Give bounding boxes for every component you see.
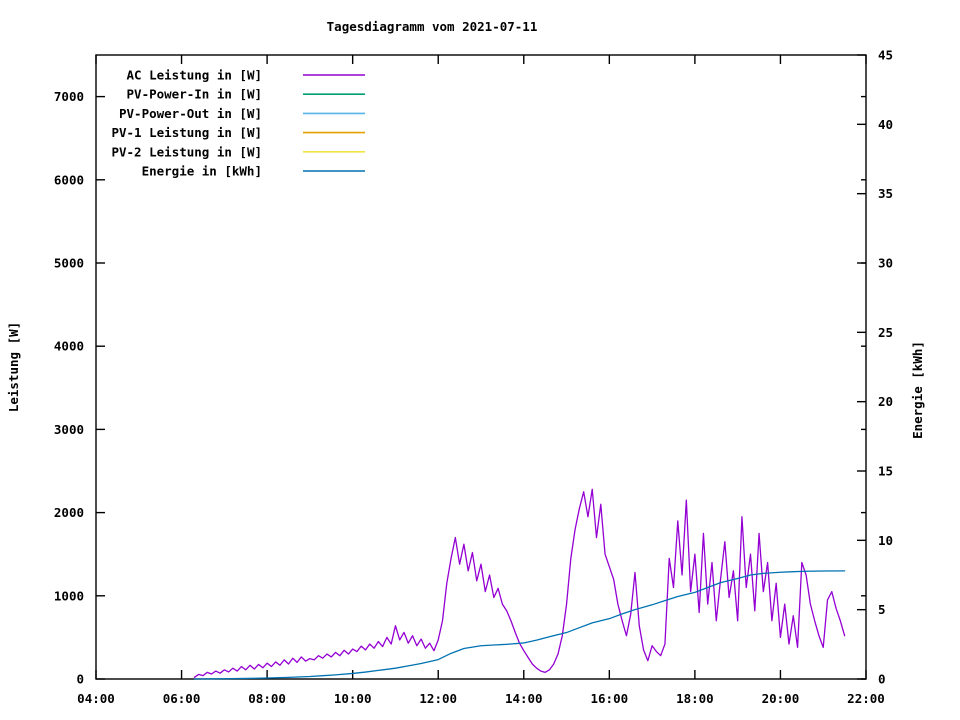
x-tick-label: 18:00 xyxy=(676,691,714,706)
chart-legend: AC Leistung in [W] PV-Power-In in [W] PV-P… xyxy=(111,68,365,179)
y2-tick-label: 25 xyxy=(878,325,893,340)
y-tick-label: 4000 xyxy=(54,339,84,354)
y-tick-label: 2000 xyxy=(54,505,84,520)
x-tick-label: 14:00 xyxy=(505,691,543,706)
x-tick-label: 22:00 xyxy=(847,691,885,706)
y2-tick-label: 30 xyxy=(878,256,893,271)
x-axis-ticks: 04:00 06:00 08:00 10:00 12:00 14:00 16:00 18:00… xyxy=(77,55,885,706)
y-axis-ticks: 0 1000 2000 3000 4000 5000 6000 7000 xyxy=(54,89,866,687)
y-tick-label: 0 xyxy=(76,672,84,687)
y-tick-label: 3000 xyxy=(54,422,84,437)
legend-label-1: PV-Power-In in [W] xyxy=(127,87,262,102)
y2-tick-label: 45 xyxy=(878,48,893,63)
y2-tick-label: 40 xyxy=(878,117,893,132)
x-tick-label: 12:00 xyxy=(419,691,457,706)
y2-axis-ticks: 0 5 10 15 20 25 30 35 40 45 xyxy=(857,48,893,687)
series-group xyxy=(193,488,846,680)
x-tick-label: 06:00 xyxy=(163,691,201,706)
x-tick-label: 04:00 xyxy=(77,691,115,706)
legend-label-3: PV-1 Leistung in [W] xyxy=(111,125,262,140)
x-tick-label: 20:00 xyxy=(762,691,800,706)
x-tick-label: 16:00 xyxy=(591,691,629,706)
chart-title: Tagesdiagramm vom 2021-07-11 xyxy=(327,19,538,34)
y-tick-label: 1000 xyxy=(54,588,84,603)
y-tick-label: 6000 xyxy=(54,172,84,187)
y2-tick-label: 35 xyxy=(878,186,893,201)
y2-tick-label: 5 xyxy=(878,602,886,617)
y2-tick-label: 0 xyxy=(878,672,886,687)
y2-tick-label: 10 xyxy=(878,533,893,548)
legend-label-0: AC Leistung in [W] xyxy=(127,68,262,83)
x-tick-label: 10:00 xyxy=(334,691,372,706)
legend-label-5: Energie in [kWh] xyxy=(142,164,262,179)
legend-label-4: PV-2 Leistung in [W] xyxy=(111,144,262,159)
y-axis-label: Leistung [W] xyxy=(6,322,21,412)
y-tick-label: 7000 xyxy=(54,89,84,104)
y-tick-label: 5000 xyxy=(54,256,84,271)
series-line-5 xyxy=(193,570,846,680)
y2-tick-label: 20 xyxy=(878,394,893,409)
plot-frame xyxy=(95,54,867,680)
y2-tick-label: 15 xyxy=(878,464,893,479)
y2-axis-label: Energie [kWh] xyxy=(910,341,925,439)
legend-label-2: PV-Power-Out in [W] xyxy=(119,106,262,121)
x-tick-label: 08:00 xyxy=(248,691,286,706)
